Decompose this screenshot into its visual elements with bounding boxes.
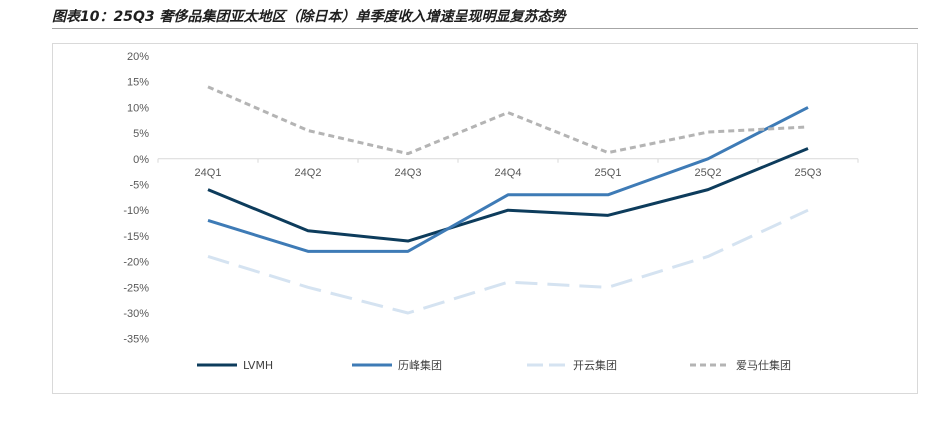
y-tick-label: 20% [127,51,149,63]
chart-title: 图表10：25Q3 奢侈品集团亚太地区（除日本）单季度收入增速呈现明显复苏态势 [52,9,566,25]
legend-label-1: LVMH [243,359,273,372]
legend-label-2: 历峰集团 [398,358,442,372]
legend-label-3: 开云集团 [573,358,617,372]
x-tick-label: 25Q1 [595,167,622,179]
y-tick-label: 5% [133,128,149,140]
x-tick-label: 24Q1 [195,167,222,179]
y-tick-label: -25% [123,282,149,294]
title-divider [52,28,918,29]
y-tick-label: -5% [129,180,149,192]
y-tick-label: -30% [123,308,149,320]
series-line-1 [207,147,809,243]
x-tick-label: 25Q2 [695,167,722,179]
y-tick-label: 15% [127,77,149,89]
y-tick-label: -35% [123,334,149,346]
legend-label-4: 爱马仕集团 [736,358,791,372]
series-line-3 [207,208,809,315]
y-tick-label: -15% [123,231,149,243]
x-tick-label: 24Q2 [295,167,322,179]
x-tick-label: 25Q3 [795,167,822,179]
series-line-4 [207,85,809,156]
y-tick-label: -10% [123,205,149,217]
y-tick-label: 0% [133,154,149,166]
y-tick-label: 10% [127,102,149,114]
x-tick-label: 24Q4 [495,167,522,179]
y-tick-label: -20% [123,257,149,269]
x-tick-label: 24Q3 [395,167,422,179]
chart-frame [52,43,918,394]
series-line-2 [207,106,809,253]
